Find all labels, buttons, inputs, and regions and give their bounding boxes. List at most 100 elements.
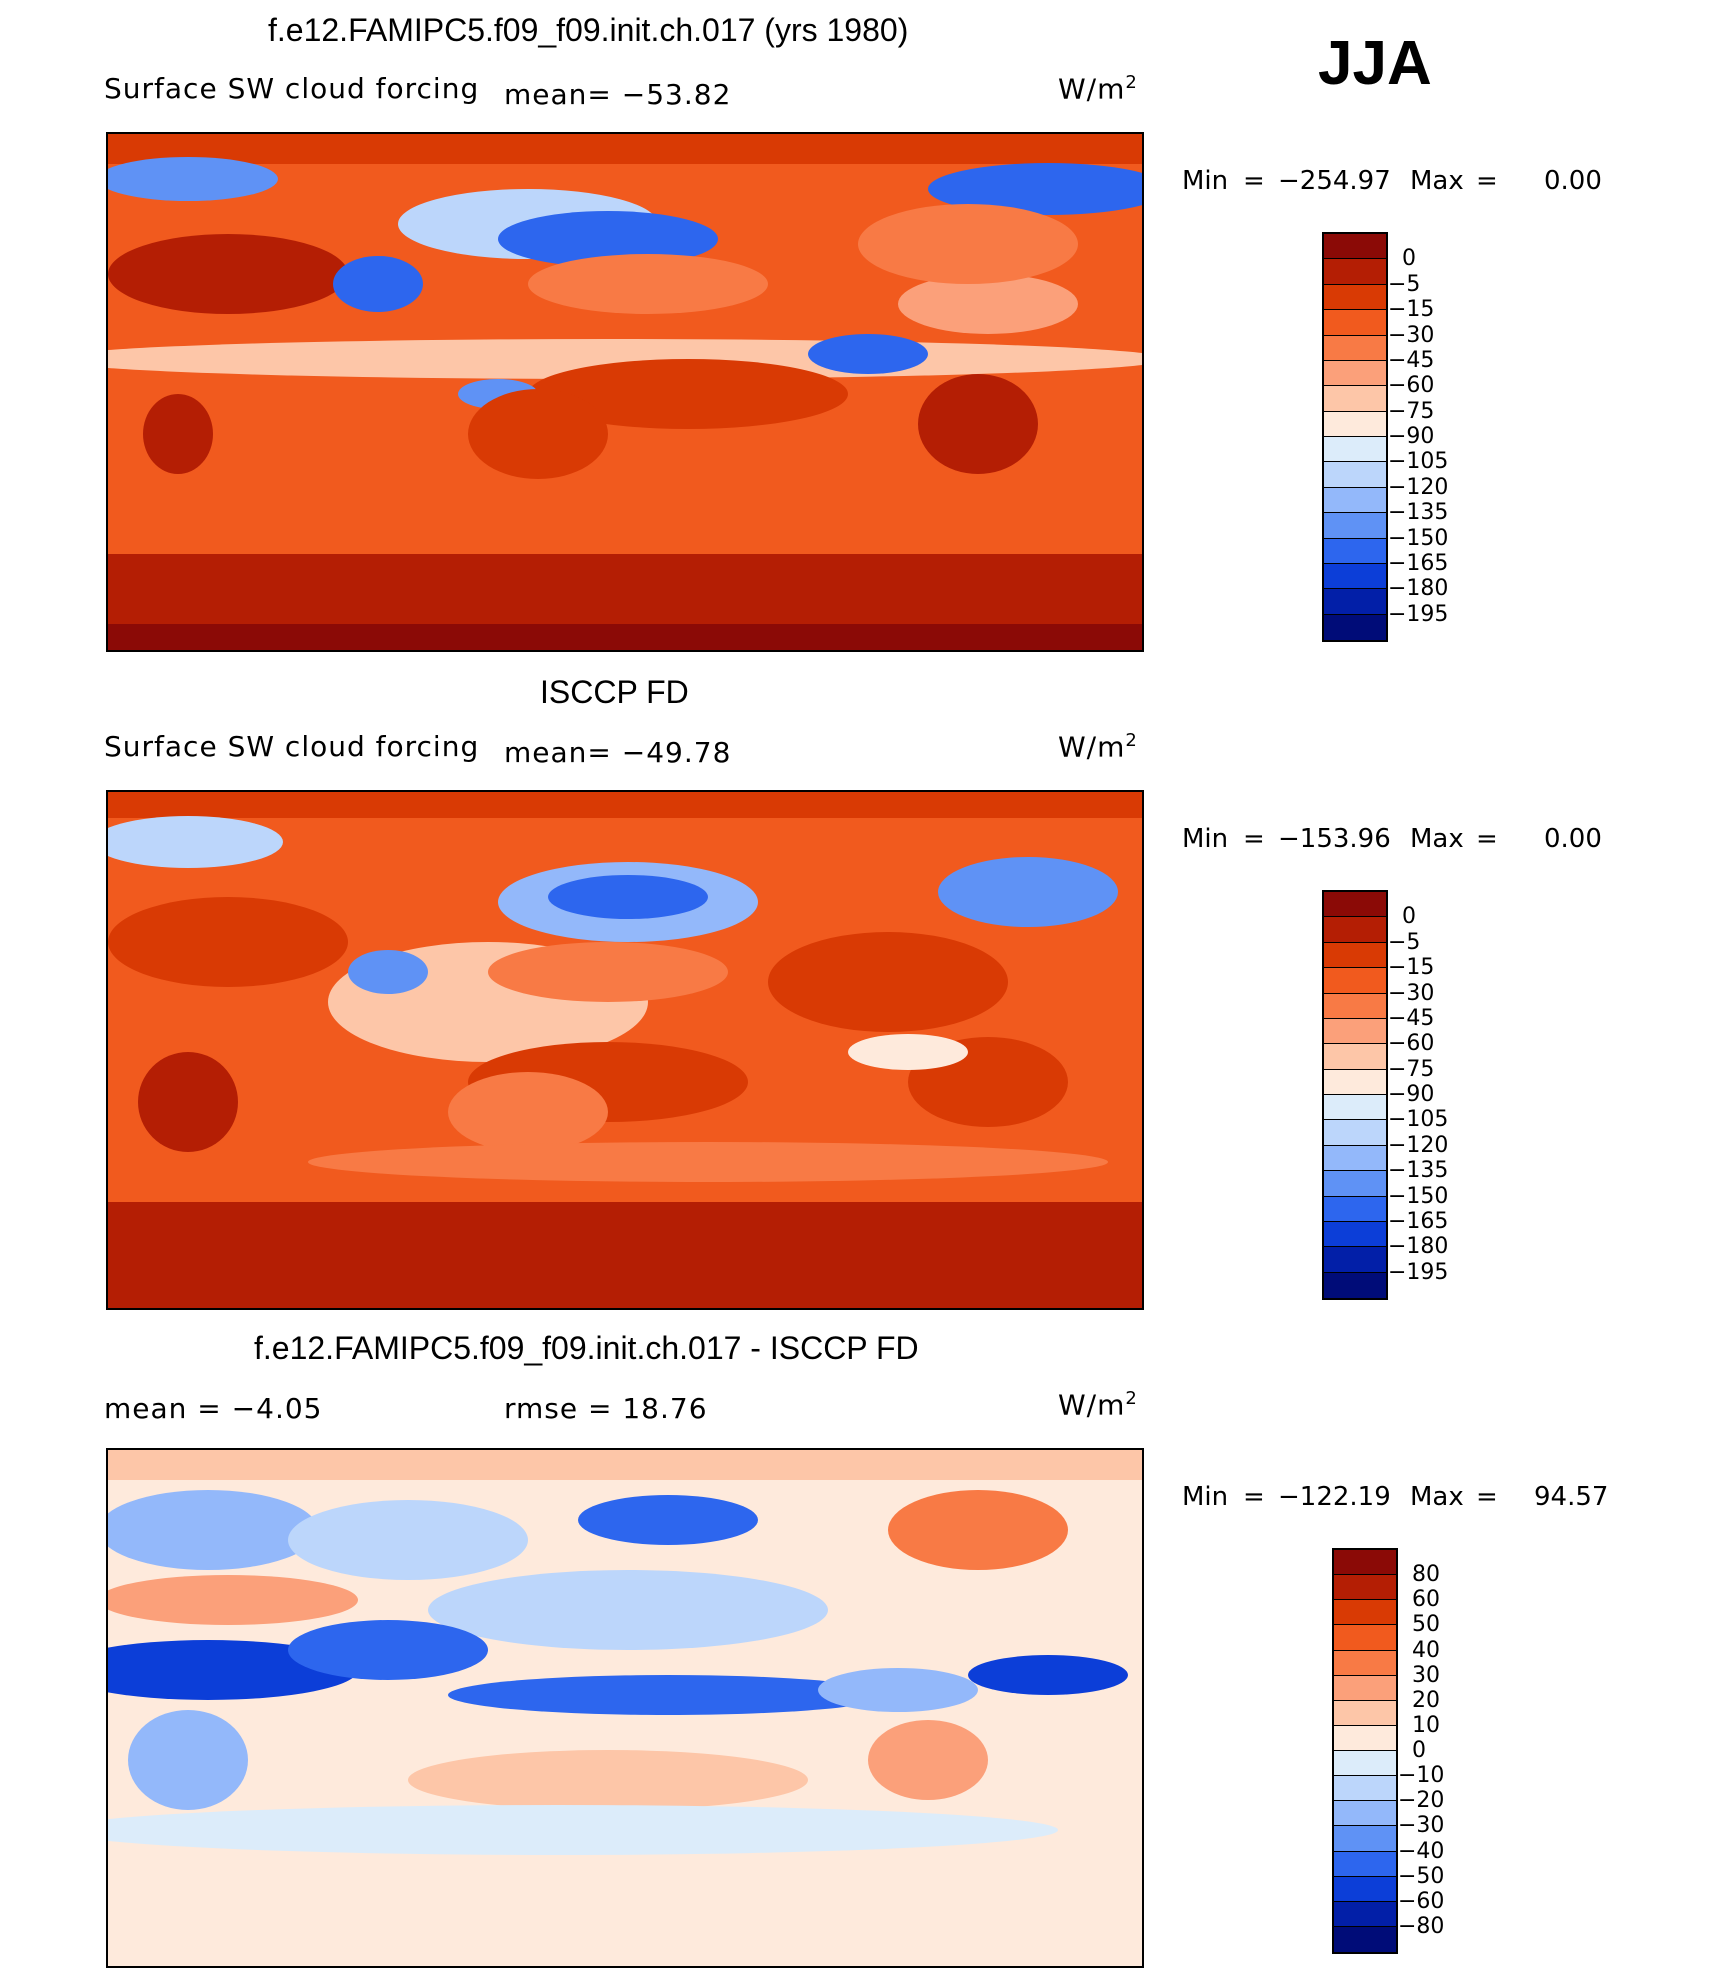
panel1-title: f.e12.FAMIPC5.f09_f09.init.ch.017 (yrs 1… (268, 12, 909, 48)
colorbar-swatch (1334, 1751, 1396, 1777)
colorbar-label: 0 (1402, 246, 1416, 272)
panel3-max-label: Max (1410, 1482, 1464, 1512)
colorbar-label: −5 (1388, 929, 1421, 955)
colorbar-swatch (1324, 234, 1386, 260)
panel1-min-eq: = (1243, 166, 1265, 196)
colorbar-swatch (1334, 1776, 1396, 1802)
colorbar-label: −150 (1388, 1183, 1449, 1209)
colorbar-label: −135 (1388, 1158, 1449, 1184)
colorbar-swatch (1324, 589, 1386, 615)
colorbar-swatch (1324, 1069, 1386, 1095)
colorbar-swatch (1324, 993, 1386, 1019)
colorbar-label: −90 (1388, 424, 1435, 449)
colorbar-label: −120 (1388, 474, 1449, 500)
colorbar-label: −50 (1398, 1863, 1445, 1889)
colorbar-label: −45 (1388, 347, 1435, 373)
colorbar-label: 0 (1412, 1738, 1426, 1763)
colorbar-label: 40 (1412, 1637, 1440, 1663)
colorbar-swatch (1334, 1700, 1396, 1726)
colorbar-label: −180 (1388, 576, 1449, 602)
colorbar-swatch (1334, 1901, 1396, 1927)
colorbar-label: 0 (1402, 904, 1416, 930)
season-label: JJA (1318, 29, 1432, 98)
colorbar-swatch (1334, 1650, 1396, 1676)
colorbar-swatch (1324, 259, 1386, 285)
colorbar-label: −60 (1388, 373, 1435, 399)
colorbar-label: 30 (1412, 1662, 1440, 1688)
colorbar-label: 10 (1412, 1712, 1440, 1738)
panel2-min-label: Min (1182, 824, 1229, 854)
panel3-min-eq: = (1243, 1482, 1265, 1512)
colorbar-swatch (1334, 1876, 1396, 1902)
colorbar-swatch (1324, 892, 1386, 918)
panel2-max-label: Max (1410, 824, 1464, 854)
colorbar-swatch (1334, 1625, 1396, 1651)
colorbar-label: −80 (1398, 1913, 1445, 1939)
colorbar-label: 20 (1412, 1687, 1440, 1713)
colorbar-label: −135 (1388, 500, 1449, 526)
colorbar-label: −60 (1388, 1031, 1435, 1057)
panel1-min-label: Min (1182, 166, 1229, 196)
colorbar-swatch (1324, 1247, 1386, 1273)
colorbar-swatch (1324, 968, 1386, 994)
colorbar-swatch (1324, 1120, 1386, 1146)
colorbar-label: −75 (1388, 398, 1435, 424)
panel3-map (106, 1448, 1144, 1968)
panel1-min-value: −254.97 (1278, 166, 1391, 196)
panel2-max-eq: = (1476, 824, 1498, 854)
colorbar-label: −195 (1388, 601, 1449, 627)
colorbar-label: −120 (1388, 1132, 1449, 1158)
colorbar-swatch (1334, 1801, 1396, 1827)
colorbar-swatch (1324, 335, 1386, 361)
colorbar-swatch (1324, 437, 1386, 463)
colorbar-swatch (1324, 563, 1386, 590)
colorbar-label: −150 (1388, 525, 1449, 551)
colorbar-swatch (1334, 1926, 1396, 1952)
colorbar-label: 50 (1412, 1612, 1440, 1638)
colorbar-label: −5 (1388, 271, 1421, 297)
panel2-colorbar (1322, 890, 1388, 1300)
colorbar-swatch (1324, 1044, 1386, 1070)
colorbar-label: −195 (1388, 1259, 1449, 1285)
colorbar-label: −10 (1398, 1763, 1445, 1789)
colorbar-swatch (1324, 310, 1386, 336)
colorbar-swatch (1324, 917, 1386, 943)
colorbar-label: −165 (1388, 1208, 1449, 1234)
panel2-min-value: −153.96 (1278, 824, 1391, 854)
colorbar-swatch (1334, 1725, 1396, 1751)
panel1-map (106, 132, 1144, 652)
colorbar-swatch (1324, 1095, 1386, 1121)
panel3-units: W/m2 (1058, 1388, 1138, 1422)
colorbar-label: −105 (1388, 449, 1449, 475)
panel2-variable: Surface SW cloud forcing (104, 730, 480, 763)
panel3-colorbar (1332, 1548, 1398, 1954)
panel2-units: W/m2 (1058, 730, 1138, 764)
panel2-title: ISCCP FD (540, 674, 689, 710)
colorbar-swatch (1324, 386, 1386, 412)
panel1-colorbar (1322, 232, 1388, 642)
colorbar-label: −40 (1398, 1838, 1445, 1864)
panel2-mean: mean= −49.78 (504, 736, 732, 769)
colorbar-swatch (1324, 1196, 1386, 1222)
colorbar-swatch (1334, 1600, 1396, 1626)
colorbar-swatch (1324, 1145, 1386, 1172)
colorbar-swatch (1334, 1675, 1396, 1701)
colorbar-label: −105 (1388, 1107, 1449, 1133)
colorbar-label: −90 (1388, 1082, 1435, 1107)
colorbar-label: −60 (1398, 1888, 1445, 1914)
panel2-map (106, 790, 1144, 1310)
colorbar-swatch (1324, 1171, 1386, 1197)
colorbar-swatch (1324, 538, 1386, 564)
colorbar-label: −165 (1388, 550, 1449, 576)
panel1-variable: Surface SW cloud forcing (104, 72, 480, 105)
colorbar-swatch (1324, 284, 1386, 311)
colorbar-swatch (1324, 411, 1386, 437)
colorbar-swatch (1334, 1550, 1396, 1576)
colorbar-label: −30 (1388, 980, 1435, 1006)
colorbar-label: −15 (1388, 955, 1435, 981)
panel1-units: W/m2 (1058, 72, 1138, 106)
colorbar-swatch (1334, 1851, 1396, 1877)
colorbar-label: −20 (1398, 1788, 1445, 1814)
colorbar-swatch (1324, 1018, 1386, 1045)
panel3-min-label: Min (1182, 1482, 1229, 1512)
